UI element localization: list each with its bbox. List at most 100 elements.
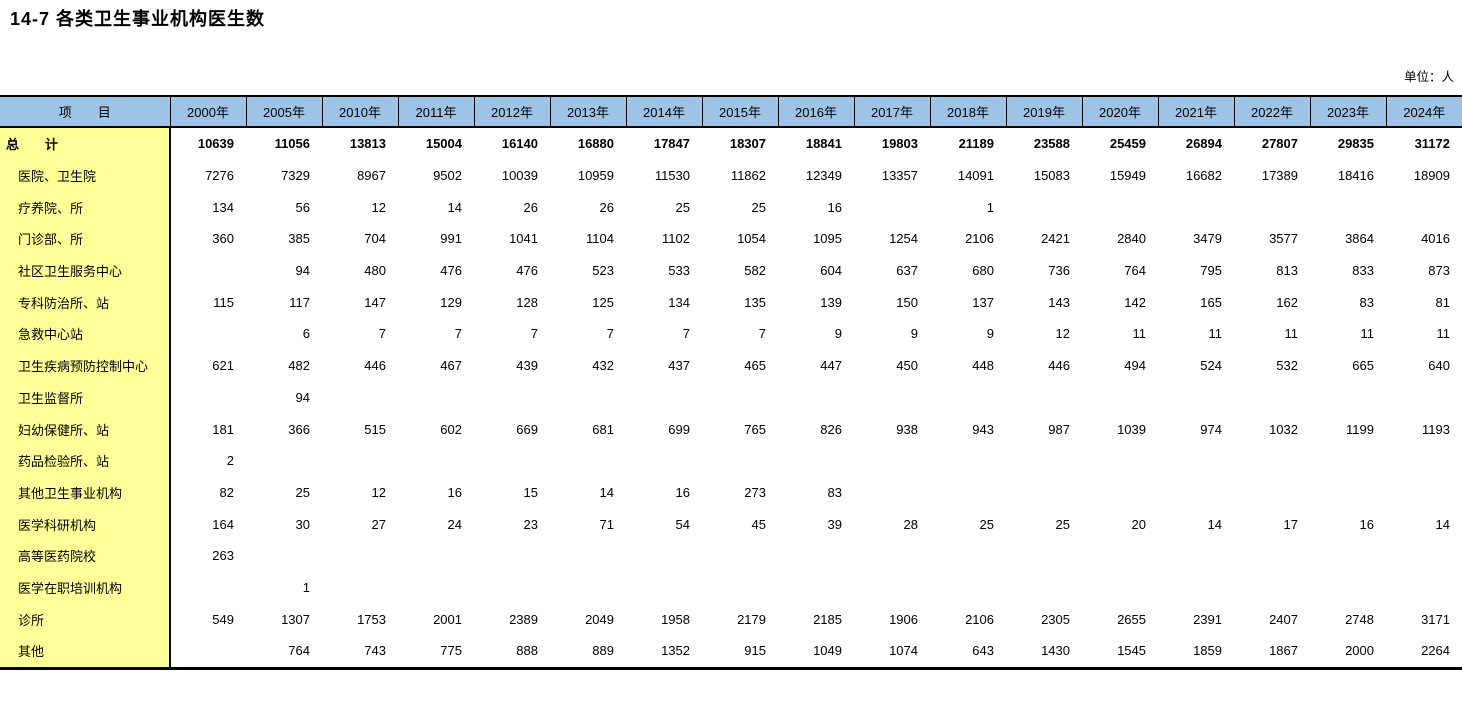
value-cell: 30 (246, 508, 322, 540)
value-cell (246, 539, 322, 572)
value-cell: 7329 (246, 159, 322, 192)
value-cell: 532 (1234, 349, 1310, 382)
value-cell: 704 (322, 223, 398, 255)
value-cell: 2391 (1158, 603, 1234, 635)
row-label: 其他 (0, 635, 171, 670)
value-cell: 480 (322, 254, 398, 287)
value-cell: 889 (550, 635, 626, 670)
value-cell: 3171 (1386, 603, 1462, 635)
value-cell (1082, 539, 1158, 572)
value-cell: 795 (1158, 254, 1234, 287)
year-column-header-13: 2020年 (1081, 95, 1158, 128)
year-column-header-11: 2018年 (929, 95, 1006, 128)
value-cell: 11 (1082, 318, 1158, 350)
value-cell: 1 (246, 571, 322, 604)
value-cell: 1104 (550, 223, 626, 255)
value-cell: 1958 (626, 603, 702, 635)
value-cell: 813 (1234, 254, 1310, 287)
value-cell: 366 (246, 413, 322, 445)
value-cell: 27807 (1234, 127, 1310, 160)
value-cell: 28 (854, 508, 930, 540)
value-cell: 9 (854, 318, 930, 350)
page-title: 14-7 各类卫生事业机构医生数 (10, 9, 266, 29)
value-cell (1234, 476, 1310, 509)
doctors-by-institution-table: 项 目 2000年 2005年 2010年 2011年 2012年 2013年 2014年 20… (0, 95, 1462, 670)
value-cell: 10639 (170, 127, 246, 160)
value-cell: 360 (170, 223, 246, 255)
value-cell: 1254 (854, 223, 930, 255)
row-label: 药品检验所、站 (0, 444, 171, 477)
value-cell (322, 381, 398, 414)
value-cell (1310, 444, 1386, 477)
value-cell: 523 (550, 254, 626, 287)
table-row: 高等医药院校 263 (0, 539, 1462, 572)
value-cell: 162 (1234, 286, 1310, 319)
value-cell: 164 (170, 508, 246, 540)
value-cell: 17389 (1234, 159, 1310, 192)
value-cell (1158, 539, 1234, 572)
value-cell: 991 (398, 223, 474, 255)
value-cell: 14 (398, 191, 474, 224)
value-cell: 83 (1310, 286, 1386, 319)
value-cell (550, 571, 626, 604)
row-label: 社区卫生服务中心 (0, 254, 171, 287)
value-cell: 2185 (778, 603, 854, 635)
table-row: 妇幼保健所、站 181 366 515 602 669 681 699 765 826 938 943… (0, 413, 1462, 445)
value-cell (930, 571, 1006, 604)
value-cell (474, 444, 550, 477)
value-cell: 14 (1158, 508, 1234, 540)
value-cell: 1753 (322, 603, 398, 635)
value-cell: 602 (398, 413, 474, 445)
value-cell (1386, 571, 1462, 604)
value-cell: 11056 (246, 127, 322, 160)
value-cell (1234, 571, 1310, 604)
value-cell: 582 (702, 254, 778, 287)
value-cell: 82 (170, 476, 246, 509)
table-row: 医学科研机构 164 30 27 24 23 71 54 45 39 28 25 25 20 14 17 16 1… (0, 508, 1462, 540)
value-cell: 765 (702, 413, 778, 445)
value-cell: 165 (1158, 286, 1234, 319)
value-cell: 7 (626, 318, 702, 350)
value-cell: 45 (702, 508, 778, 540)
value-cell (398, 571, 474, 604)
value-cell: 665 (1310, 349, 1386, 382)
value-cell: 2179 (702, 603, 778, 635)
value-cell: 2000 (1310, 635, 1386, 670)
value-cell: 515 (322, 413, 398, 445)
row-label: 医学在职培训机构 (0, 571, 171, 604)
row-label: 总 计 (0, 127, 171, 160)
value-cell: 1095 (778, 223, 854, 255)
year-column-header-16: 2023年 (1309, 95, 1386, 128)
value-cell: 11 (1386, 318, 1462, 350)
year-column-header-4: 2011年 (397, 95, 474, 128)
value-cell: 20 (1082, 508, 1158, 540)
value-cell: 94 (246, 381, 322, 414)
value-cell (474, 571, 550, 604)
value-cell: 17847 (626, 127, 702, 160)
value-cell: 2840 (1082, 223, 1158, 255)
value-cell: 54 (626, 508, 702, 540)
value-cell (1310, 539, 1386, 572)
value-cell: 736 (1006, 254, 1082, 287)
value-cell: 439 (474, 349, 550, 382)
value-cell: 2655 (1082, 603, 1158, 635)
value-cell (702, 381, 778, 414)
value-cell: 11 (1234, 318, 1310, 350)
row-label: 医院、卫生院 (0, 159, 171, 192)
value-cell: 2421 (1006, 223, 1082, 255)
value-cell (1310, 381, 1386, 414)
value-cell (1234, 191, 1310, 224)
value-cell: 7 (550, 318, 626, 350)
value-cell (1158, 444, 1234, 477)
year-column-header-6: 2013年 (549, 95, 626, 128)
value-cell: 23 (474, 508, 550, 540)
table-row: 专科防治所、站 115 117 147 129 128 125 134 135 139 150 137… (0, 286, 1462, 319)
value-cell (550, 539, 626, 572)
value-cell (170, 318, 246, 350)
value-cell: 1906 (854, 603, 930, 635)
value-cell: 1041 (474, 223, 550, 255)
value-cell: 11 (1158, 318, 1234, 350)
value-cell: 2407 (1234, 603, 1310, 635)
value-cell: 3577 (1234, 223, 1310, 255)
value-cell (1006, 381, 1082, 414)
